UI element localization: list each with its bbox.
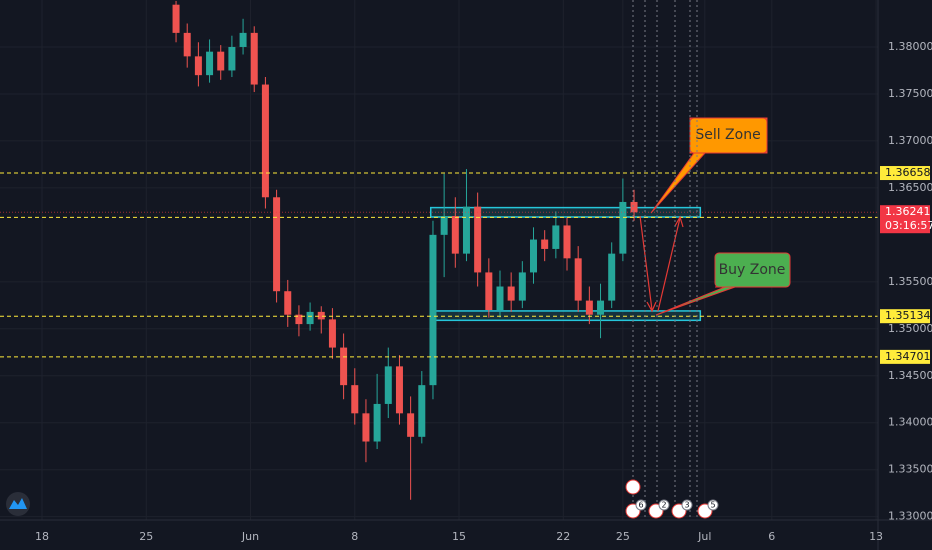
candle-body (496, 286, 504, 310)
sell-zone-label: Sell Zone (695, 127, 760, 143)
candle-body (351, 385, 359, 414)
y-tick-label: 1.34000 (888, 416, 932, 429)
event-flag[interactable] (625, 479, 641, 495)
y-tick-label: 1.33000 (888, 510, 932, 523)
logo-mark (9, 498, 27, 509)
event-count-bg (658, 499, 670, 511)
current-price-label: 1.36241 (885, 205, 931, 218)
x-tick-label: 15 (452, 530, 466, 543)
candle-body (440, 216, 448, 235)
event-count-bg (707, 499, 719, 511)
candle-body (518, 272, 526, 301)
event-count-bg (681, 499, 693, 511)
candle-body (183, 32, 191, 57)
candle-body (507, 286, 515, 301)
candle-body (284, 291, 292, 315)
candle-body (619, 201, 627, 254)
candle-body (530, 239, 538, 273)
candle-body (328, 319, 336, 348)
zone (429, 206, 702, 218)
candle-body (340, 347, 348, 386)
candle-body (395, 366, 403, 414)
candle-body (563, 225, 571, 259)
x-tick-label: 18 (35, 530, 49, 543)
countdown: 03:16:57 (885, 219, 932, 232)
candle-body (574, 258, 582, 301)
logo[interactable] (6, 492, 30, 516)
candle-body (597, 300, 605, 315)
y-tick-label: 1.36500 (888, 181, 932, 194)
event-count: 5 (710, 501, 715, 510)
event-count-bg (635, 499, 647, 511)
x-tick-label: 22 (556, 530, 570, 543)
candle-body (429, 234, 437, 386)
event-count: 3 (684, 501, 689, 510)
candle-body (485, 272, 493, 310)
candle-body (206, 51, 214, 76)
x-tick-label: 13 (869, 530, 883, 543)
level-tag (880, 166, 930, 181)
y-tick-label: 1.38000 (888, 40, 932, 53)
x-tick-label: 6 (768, 530, 775, 543)
zone (429, 310, 702, 322)
y-tick-label: 1.35500 (888, 275, 932, 288)
candle-body (317, 311, 325, 320)
buy-zone-label: Buy Zone (719, 262, 786, 278)
candle-body (585, 300, 593, 315)
event-badge[interactable]: 5 (697, 499, 719, 519)
x-tick-label: 25 (139, 530, 153, 543)
event-badge[interactable]: 2 (648, 499, 670, 519)
candle-body (362, 413, 370, 442)
event-badge[interactable]: 3 (671, 499, 693, 519)
candle-body (384, 366, 392, 404)
y-tick-label: 1.34500 (888, 369, 932, 382)
candle-body (172, 4, 180, 33)
level-label: 1.36658 (885, 166, 931, 179)
x-tick-label: 8 (351, 530, 358, 543)
candle-body (541, 239, 549, 249)
candle-body (451, 216, 459, 254)
event-lines (632, 0, 698, 520)
y-tick-label: 1.37500 (888, 87, 932, 100)
candle-body (462, 206, 470, 254)
candle-body (273, 197, 281, 292)
x-tick-label: Jul (697, 530, 711, 543)
candle-body (261, 84, 269, 198)
price-tag (880, 205, 930, 234)
candle-body (373, 403, 381, 442)
sell-callout: Sell Zone (650, 117, 768, 214)
arrows (639, 215, 684, 313)
candle-body (217, 51, 225, 71)
candle-body (418, 385, 426, 437)
candle-body (630, 201, 638, 213)
event-badge[interactable]: 6 (625, 499, 647, 519)
candle-body (295, 314, 303, 325)
y-tick-label: 1.37000 (888, 134, 932, 147)
x-tick-label: Jun (241, 530, 259, 543)
event-count: 2 (661, 501, 666, 510)
candle-body (306, 311, 314, 325)
level-label: 1.34701 (885, 350, 931, 363)
level-label: 1.35134 (885, 309, 931, 322)
candle-body (608, 253, 616, 301)
level-tag (880, 309, 930, 324)
y-tick-label: 1.33500 (888, 463, 932, 476)
candle-body (407, 413, 415, 437)
buy-callout: Buy Zone (655, 252, 791, 316)
candle-body (194, 56, 202, 76)
candle-body (552, 225, 560, 249)
x-tick-label: 25 (616, 530, 630, 543)
candle-body (474, 206, 482, 273)
candle-body (239, 32, 247, 47)
level-tag (880, 349, 930, 364)
candle-body (228, 46, 236, 71)
y-tick-label: 1.35000 (888, 322, 932, 335)
event-count: 6 (638, 501, 643, 510)
candle-body (250, 32, 258, 85)
